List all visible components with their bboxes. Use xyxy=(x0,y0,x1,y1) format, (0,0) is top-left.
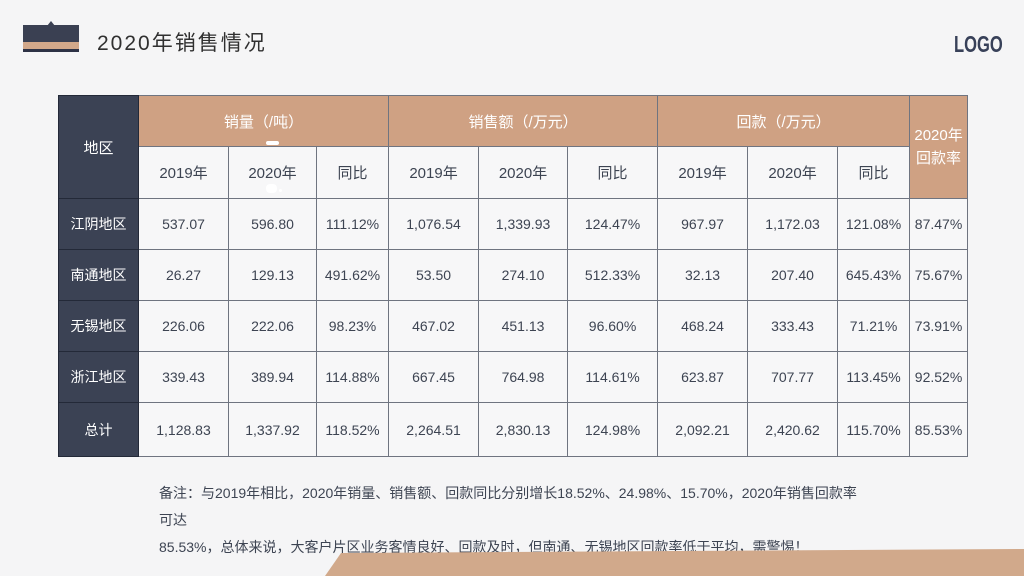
logo-text: LOGO xyxy=(954,31,1003,57)
footnote-line: 85.53%，总体来说，大客户片区业务客情良好、回款及时，但南通、无锡地区回款率… xyxy=(159,539,809,555)
triangle-icon xyxy=(47,21,55,26)
header-collection-rate: 2020年 回款率 xyxy=(909,95,969,199)
region-label: 总计 xyxy=(58,402,139,457)
table-row-total: 总计 1,128.83 1,337.92 118.52% 2,264.51 2,… xyxy=(58,402,969,457)
page-title: 2020年销售情况 xyxy=(97,32,267,55)
subheader: 2020年 xyxy=(747,146,839,199)
subheader: 同比 xyxy=(837,146,911,199)
title-marker-icon xyxy=(23,21,79,52)
subheader: 2019年 xyxy=(657,146,749,199)
cursor-artifact xyxy=(279,189,282,192)
cursor-artifact xyxy=(266,184,277,193)
region-label: 江阴地区 xyxy=(58,198,139,250)
header-group-revenue: 销售额（/万元） xyxy=(388,95,659,147)
footnote-line: 备注：与2019年相比，2020年销量、销售额、回款同比分别增长18.52%、2… xyxy=(159,485,857,528)
header-region: 地区 xyxy=(58,95,139,199)
header-group-volume: 销量（/吨） xyxy=(137,95,390,147)
region-label: 浙江地区 xyxy=(58,351,139,403)
subheader: 2019年 xyxy=(138,146,229,199)
region-label: 南通地区 xyxy=(58,249,139,301)
cursor-artifact xyxy=(266,141,279,145)
table-row: 南通地区 26.27 129.13 491.62% 53.50 274.10 5… xyxy=(58,249,969,301)
region-label: 无锡地区 xyxy=(58,300,139,352)
subheader: 2020年 xyxy=(478,146,569,199)
header-group-collection: 回款（/万元） xyxy=(657,95,911,147)
subheader: 同比 xyxy=(315,146,390,199)
sales-table: 地区 销量（/吨） 销售额（/万元） 回款（/万元） 2020年 回款率 201… xyxy=(58,95,969,457)
table-row: 江阴地区 537.07 596.80 111.12% 1,076.54 1,33… xyxy=(58,198,969,250)
bottom-accent-band xyxy=(325,549,1024,576)
subheader: 同比 xyxy=(567,146,659,199)
subheader: 2019年 xyxy=(388,146,480,199)
table-row: 浙江地区 339.43 389.94 114.88% 667.45 764.98… xyxy=(58,351,969,403)
footnote: 备注：与2019年相比，2020年销量、销售额、回款同比分别增长18.52%、2… xyxy=(159,480,869,561)
table-row: 无锡地区 226.06 222.06 98.23% 467.02 451.13 … xyxy=(58,300,969,352)
